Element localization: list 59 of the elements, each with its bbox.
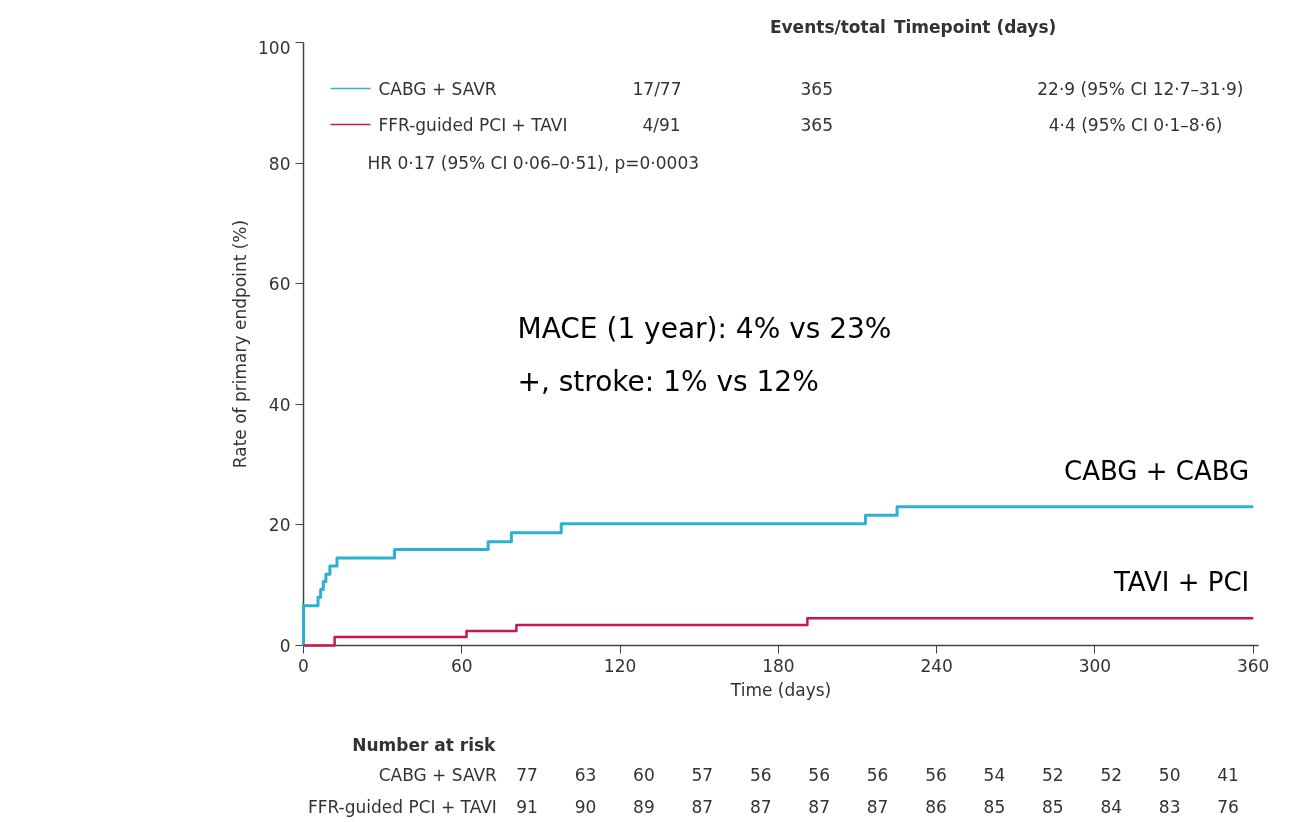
annotation: CABG + CABG (1064, 455, 1250, 486)
text: 87 (691, 797, 714, 817)
y-tick-label: 100 (258, 37, 291, 58)
text: 76 (1217, 797, 1239, 817)
text: 56 (749, 765, 772, 785)
y-tick-label: 40 (268, 394, 291, 415)
annotation: MACE (1 year): 4% vs 23% (517, 312, 892, 345)
text: 56 (925, 765, 947, 785)
x-tick-label: 360 (1237, 655, 1270, 676)
x-tick-label: 120 (603, 655, 637, 676)
text: 56 (808, 765, 830, 785)
y-tick-label: 60 (268, 274, 291, 295)
text: 87 (749, 797, 772, 817)
text: CABG + SAVR (378, 764, 498, 785)
text: 87 (808, 797, 830, 817)
annotation: 365 (800, 115, 833, 135)
text: 60 (633, 765, 655, 785)
text: 57 (691, 765, 714, 785)
x-axis-title: Time (days) (729, 679, 832, 700)
annotation: 365 (800, 79, 833, 99)
x-tick-label: 180 (762, 655, 795, 676)
text: 77 (516, 765, 538, 785)
annotation: HR 0·17 (95% CI 0·06–0·51), p=0·0003 (367, 152, 700, 173)
text: 52 (1100, 765, 1123, 785)
x-tick-label: 0 (298, 655, 309, 676)
text: 56 (866, 765, 889, 785)
annotation: 4·4 (95% CI 0·1–8·6) (1048, 114, 1223, 135)
text: FFR-guided PCI + TAVI (307, 796, 497, 817)
text: 86 (925, 797, 947, 817)
text: 41 (1217, 765, 1239, 785)
text: Events/total (769, 16, 886, 37)
x-tick-label: 300 (1078, 655, 1112, 676)
text: 50 (1158, 765, 1181, 785)
y-tick-label: 80 (268, 153, 291, 174)
annotation: 22·9 (95% CI 12·7–31·9) (1037, 78, 1244, 99)
legend-label: CABG + SAVR (378, 78, 497, 99)
text: 87 (866, 797, 889, 817)
text: 54 (983, 765, 1006, 785)
text: 89 (633, 797, 655, 817)
annotation: 4/91 (642, 114, 681, 135)
text: 63 (574, 765, 597, 785)
annotation: +, stroke: 1% vs 12% (517, 365, 819, 398)
x-tick-label: 60 (450, 655, 473, 676)
annotation: TAVI + PCI (1113, 567, 1250, 598)
text: 85 (1041, 797, 1064, 817)
text: 83 (1158, 797, 1181, 817)
x-tick-label: 240 (920, 655, 953, 676)
text: Timepoint (days) (893, 16, 1057, 37)
legend-label: FFR-guided PCI + TAVI (378, 114, 568, 135)
text: 52 (1041, 765, 1064, 785)
text: 91 (516, 797, 538, 817)
text: 85 (983, 797, 1006, 817)
text: Number at risk (352, 734, 497, 755)
text: 84 (1100, 797, 1123, 817)
annotation: 17/77 (632, 78, 682, 99)
y-tick-label: 20 (268, 515, 291, 536)
y-tick-label: 0 (279, 636, 291, 656)
text: 90 (574, 797, 597, 817)
y-axis-title: Rate of primary endpoint (%) (230, 219, 251, 469)
